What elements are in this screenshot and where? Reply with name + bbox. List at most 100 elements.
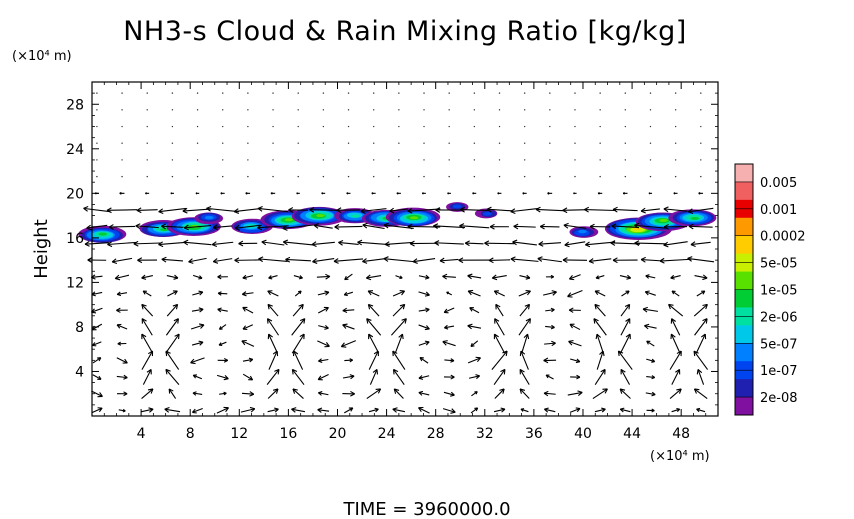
wind-vector (640, 207, 660, 214)
wind-vector (135, 223, 159, 230)
wind-vector (116, 291, 128, 297)
vector-dot (700, 159, 702, 161)
wind-vector (317, 374, 329, 381)
wind-vector (522, 192, 527, 195)
cloud-cell (474, 208, 498, 219)
wind-vector (87, 257, 107, 263)
vector-dot (599, 142, 601, 144)
wind-vector (117, 341, 127, 346)
wind-vector (142, 368, 152, 385)
wind-vector (318, 358, 329, 364)
x-tick-label: 24 (378, 426, 396, 442)
wind-vector (646, 408, 655, 413)
wind-vector (594, 303, 606, 317)
wind-vector (693, 303, 708, 317)
vector-dot (448, 109, 450, 111)
colorbar-label: 5e-07 (760, 337, 798, 352)
wind-vector (383, 256, 414, 263)
vector-dot (196, 109, 199, 111)
wind-vector (291, 333, 305, 354)
wind-vector (268, 275, 278, 280)
wind-vector (472, 192, 477, 195)
wind-vector (389, 207, 409, 214)
wind-vector (418, 340, 430, 346)
wind-vector (344, 358, 354, 363)
wind-vector (588, 258, 612, 264)
wind-vector (569, 407, 581, 413)
wind-vector (543, 357, 557, 364)
colorbar-swatch (735, 271, 753, 290)
wind-vector (644, 290, 656, 296)
vector-dot (523, 92, 526, 94)
wind-vector (519, 303, 531, 317)
wind-vector (166, 303, 179, 317)
vector-dot (272, 159, 274, 161)
x-tick-label: 28 (427, 426, 445, 442)
wind-vector (612, 206, 638, 213)
wind-vector (584, 206, 617, 213)
colorbar-label: 0.005 (760, 176, 797, 191)
vector-dot (423, 92, 425, 94)
wind-vector (543, 290, 557, 296)
wind-vector (106, 207, 138, 214)
vector-dot (247, 159, 249, 161)
wind-vector (620, 368, 631, 385)
vector-dot (322, 109, 325, 111)
wind-vector (220, 192, 225, 195)
wind-vector (510, 207, 539, 215)
vector-dot (549, 92, 551, 94)
vector-dot (624, 125, 627, 128)
wind-vector (92, 357, 102, 364)
wind-vector (670, 318, 681, 336)
y-axis-label: Height (31, 219, 52, 279)
vector-dot (498, 125, 501, 128)
vector-dot (297, 159, 299, 161)
x-tick-label: 48 (672, 426, 690, 442)
vector-dot (498, 159, 501, 161)
wind-vector (392, 303, 406, 317)
wind-vector (570, 358, 581, 364)
wind-vector (543, 390, 556, 397)
wind-vector (92, 341, 102, 347)
wind-vector (371, 192, 376, 195)
vector-dot (473, 175, 476, 178)
wind-vector (183, 224, 212, 231)
wind-vector (241, 339, 255, 347)
wind-vector (669, 388, 682, 399)
wind-vector (317, 340, 330, 348)
vector-dot (196, 159, 199, 161)
wind-vector (545, 274, 554, 279)
vector-dot (121, 159, 123, 161)
y-tick-label: 24 (66, 142, 84, 158)
vector-dot (448, 92, 450, 94)
wind-vector (141, 333, 154, 354)
colorbar-swatch (735, 325, 753, 344)
vector-dot (473, 159, 476, 161)
wind-vector (296, 192, 300, 195)
wind-vector (493, 368, 506, 385)
wind-vector (342, 307, 355, 314)
wind-vector (694, 274, 708, 281)
wind-vector (241, 291, 254, 297)
wind-vector (270, 192, 276, 195)
wind-vector (257, 224, 289, 231)
vector-dot (599, 159, 601, 161)
wind-vector (141, 388, 154, 399)
wind-vector (192, 274, 203, 280)
wind-vector (494, 388, 505, 399)
colorbar: 0.005 0.001 0.0002 5e-05 1e-05 2e-06 5e-07 1e-0… (734, 163, 806, 416)
colorbar-swatch (735, 379, 753, 398)
vector-dot (347, 109, 350, 111)
vector-dot (574, 92, 576, 94)
wind-vector (309, 206, 338, 213)
wind-vector (439, 257, 459, 264)
wind-vector (291, 318, 306, 336)
wind-vector (362, 222, 385, 230)
vector-dot (574, 175, 576, 178)
wind-vector (367, 290, 380, 297)
wind-vector (467, 289, 481, 297)
wind-vector (238, 240, 258, 247)
wind-vector (84, 241, 109, 247)
wind-vector (567, 290, 583, 298)
vector-dot (222, 109, 224, 111)
